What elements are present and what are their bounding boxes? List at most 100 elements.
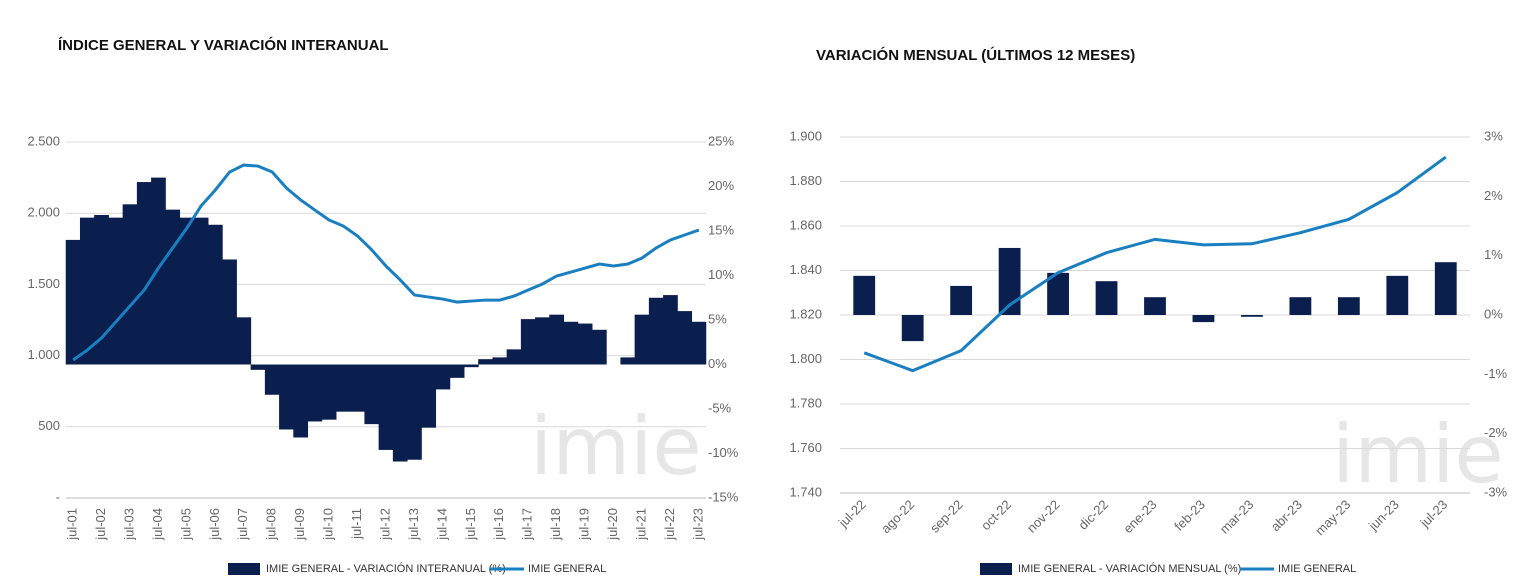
x-tick-label: jul-21 — [633, 508, 648, 541]
x-tick-label: jul-06 — [207, 508, 222, 541]
bar — [350, 364, 365, 412]
y2-tick-label: -2% — [1484, 425, 1508, 440]
bar — [335, 364, 351, 412]
bar — [506, 349, 522, 365]
y2-tick-label: -10% — [708, 445, 739, 460]
y-tick-label: 1.800 — [789, 351, 822, 366]
y2-tick-label: -15% — [708, 489, 739, 504]
bar — [648, 297, 664, 365]
bar — [520, 319, 536, 365]
x-tick-label: jul-01 — [65, 508, 80, 541]
x-tick-label: jul-23 — [1417, 497, 1451, 531]
x-tick-label: jul-04 — [150, 508, 165, 541]
x-tick-label: ago-22 — [878, 497, 917, 536]
x-tick-label: jul-08 — [264, 508, 279, 541]
y-tick-label: 1.000 — [27, 347, 60, 362]
y-tick-label: 1.760 — [789, 440, 822, 455]
x-tick-label: jul-22 — [835, 497, 869, 531]
x-tick-label: feb-23 — [1171, 497, 1208, 534]
x-tick-label: jul-22 — [662, 508, 677, 541]
bar — [435, 364, 451, 390]
bar — [65, 239, 81, 365]
bar — [222, 259, 237, 365]
bar — [478, 359, 493, 365]
y-tick-label: 2.000 — [27, 205, 60, 220]
legend-swatch — [980, 563, 1012, 575]
bar — [1144, 297, 1166, 315]
bar — [950, 285, 973, 315]
bar — [94, 214, 109, 365]
y-tick-label: 1.840 — [789, 262, 822, 277]
bar — [321, 364, 337, 420]
bar — [364, 364, 380, 425]
bar — [677, 311, 693, 365]
x-tick-label: jul-12 — [377, 508, 392, 541]
x-tick-label: jul-03 — [121, 508, 136, 541]
y2-tick-label: 0% — [1484, 306, 1503, 321]
x-tick-label: jul-18 — [548, 508, 563, 541]
y-tick-label: 2.500 — [27, 133, 60, 148]
x-tick-label: nov-22 — [1024, 497, 1063, 536]
x-tick-label: jul-19 — [577, 508, 592, 541]
y2-tick-label: 5% — [708, 311, 727, 326]
bar — [250, 364, 266, 370]
bar — [236, 317, 252, 365]
x-tick-label: ene-23 — [1120, 497, 1159, 536]
y-tick-label: 1.820 — [789, 306, 822, 321]
bar — [901, 315, 924, 342]
y2-tick-label: 25% — [708, 133, 734, 148]
y2-tick-label: 2% — [1484, 188, 1503, 203]
x-tick-label: may-23 — [1312, 497, 1353, 538]
y2-tick-label: -3% — [1484, 484, 1508, 499]
x-tick-label: sep-22 — [927, 497, 966, 536]
bar — [663, 295, 678, 365]
bar — [1095, 281, 1118, 315]
bar — [136, 182, 152, 365]
y-tick-label: - — [56, 489, 60, 504]
legend-label: IMIE GENERAL - VARIACIÓN INTERANUAL (%) — [266, 562, 506, 575]
bar — [1289, 297, 1312, 315]
legend-label: IMIE GENERAL — [1278, 563, 1356, 575]
y2-tick-label: -1% — [1484, 366, 1508, 381]
y-tick-label: 1.860 — [789, 217, 822, 232]
bar — [193, 217, 209, 365]
bar — [421, 364, 437, 428]
y2-tick-label: 15% — [708, 222, 734, 237]
y2-tick-label: -5% — [708, 400, 732, 415]
bar — [1386, 275, 1409, 315]
bar — [1337, 297, 1360, 315]
x-tick-label: jul-07 — [235, 508, 250, 541]
chart-title: ÍNDICE GENERAL Y VARIACIÓN INTERANUAL — [58, 36, 389, 54]
bar — [392, 364, 408, 462]
bar — [1047, 272, 1069, 315]
x-tick-label: jul-16 — [491, 508, 506, 541]
y-tick-label: 1.500 — [27, 276, 60, 291]
y2-tick-label: 1% — [1484, 247, 1503, 262]
bar — [492, 357, 508, 365]
bar — [122, 204, 138, 365]
line — [72, 163, 700, 362]
x-tick-label: jul-15 — [463, 508, 478, 541]
bar — [1192, 315, 1215, 323]
x-tick-label: jun-23 — [1365, 497, 1402, 534]
bar — [691, 321, 707, 365]
bar — [108, 217, 124, 365]
chart: ÍNDICE GENERAL Y VARIACIÓN INTERANUAL imi… — [27, 36, 739, 575]
y-tick-label: 500 — [38, 418, 60, 433]
bar — [620, 357, 636, 365]
bar — [563, 321, 579, 365]
x-tick-label: jul-23 — [690, 508, 705, 541]
chart: VARIACIÓN MENSUAL (ÚLTIMOS 12 MESES) imie… — [789, 46, 1508, 575]
bar — [1241, 315, 1263, 317]
bar — [207, 224, 223, 365]
x-tick-label: jul-05 — [178, 508, 193, 541]
x-tick-label: jul-09 — [292, 508, 307, 541]
bar — [634, 314, 650, 365]
bar — [307, 364, 323, 422]
x-tick-label: jul-11 — [349, 508, 364, 540]
x-tick-label: abr-23 — [1268, 497, 1305, 534]
legend-label: IMIE GENERAL — [528, 563, 606, 575]
bar — [293, 364, 309, 438]
x-tick-label: dic-22 — [1075, 497, 1111, 533]
bar — [853, 275, 876, 315]
